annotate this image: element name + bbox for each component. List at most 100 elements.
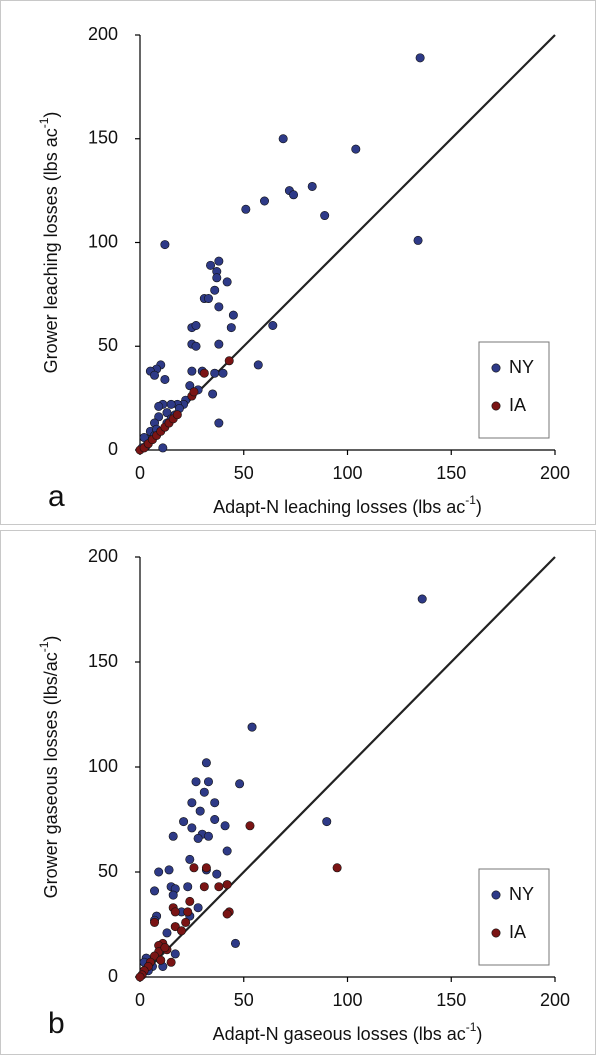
point: [201, 758, 211, 768]
point: [351, 144, 361, 154]
point: [181, 917, 191, 927]
x-axis-label-text: Adapt-N leaching losses (lbs ac: [213, 497, 465, 517]
point: [214, 302, 224, 312]
point: [307, 181, 317, 191]
point: [189, 863, 199, 873]
point: [189, 387, 199, 397]
y-tick-label: 150: [88, 128, 118, 148]
point: [203, 777, 213, 787]
y-axis-label-text: Grower leaching losses (lbs ac: [41, 128, 61, 373]
y-axis-label: Grower gaseous losses (lbs/ac-1): [37, 636, 61, 899]
point: [214, 882, 224, 892]
legend-label: NY: [509, 357, 534, 377]
point: [214, 256, 224, 266]
legend-label: NY: [509, 884, 534, 904]
point: [154, 401, 164, 411]
point: [162, 928, 172, 938]
one-to-one-line: [139, 34, 556, 451]
point: [179, 817, 189, 827]
point: [150, 370, 160, 380]
point: [199, 787, 209, 797]
legend-label: IA: [509, 395, 526, 415]
y-axis-label-text: Grower gaseous losses (lbs/ac: [41, 652, 61, 898]
x-axis-label-text: Adapt-N gaseous losses (lbs ac: [213, 1024, 466, 1044]
legend-marker: [491, 363, 501, 373]
point: [172, 410, 182, 420]
point: [259, 196, 269, 206]
point: [170, 949, 180, 959]
point: [210, 368, 220, 378]
point: [139, 433, 149, 443]
y-axis-label-end: ): [41, 112, 61, 118]
point: [235, 779, 245, 789]
point: [160, 943, 170, 953]
point: [158, 443, 168, 453]
point: [162, 408, 172, 418]
legend-box: [478, 868, 550, 966]
legend-marker: [491, 401, 501, 411]
point: [278, 134, 288, 144]
point: [210, 814, 220, 824]
legend-marker: [491, 928, 501, 938]
y-axis-label: Grower leaching losses (lbs ac-1): [37, 112, 61, 374]
x-tick-label: 150: [436, 990, 466, 1010]
point: [214, 339, 224, 349]
point: [150, 886, 160, 896]
point: [268, 320, 278, 330]
x-tick-label: 100: [332, 990, 362, 1010]
x-tick-label: 0: [135, 990, 145, 1010]
point: [135, 972, 145, 982]
x-axis-label-end: ): [476, 497, 482, 517]
point: [206, 260, 216, 270]
point: [247, 722, 257, 732]
point: [212, 869, 222, 879]
y-axis-label-sup: -1: [37, 641, 51, 652]
point: [170, 907, 180, 917]
legend-box: [478, 341, 550, 439]
y-tick-label: 50: [98, 335, 118, 355]
point: [224, 356, 234, 366]
x-tick-label: 0: [135, 463, 145, 483]
x-tick-label: 150: [436, 463, 466, 483]
y-axis-label-sup: -1: [37, 117, 51, 128]
y-tick-label: 150: [88, 651, 118, 671]
y-tick-label: 0: [108, 966, 118, 986]
point: [417, 594, 427, 604]
panel-frame: [0, 0, 596, 525]
point: [241, 204, 251, 214]
point: [332, 863, 342, 873]
x-tick-label: 200: [540, 463, 570, 483]
point: [191, 320, 201, 330]
point: [214, 418, 224, 428]
point: [160, 240, 170, 250]
point: [177, 926, 187, 936]
point: [220, 821, 230, 831]
point: [210, 285, 220, 295]
point: [185, 381, 195, 391]
point: [164, 865, 174, 875]
y-tick-label: 0: [108, 439, 118, 459]
x-tick-label: 50: [234, 990, 254, 1010]
point: [222, 277, 232, 287]
y-tick-label: 100: [88, 231, 118, 251]
point: [199, 882, 209, 892]
point: [322, 817, 332, 827]
point: [253, 360, 263, 370]
point: [289, 190, 299, 200]
point: [187, 798, 197, 808]
point: [187, 823, 197, 833]
y-tick-label: 200: [88, 546, 118, 566]
x-axis-label-sup: -1: [465, 493, 476, 507]
point: [154, 867, 164, 877]
point: [166, 957, 176, 967]
y-tick-label: 50: [98, 861, 118, 881]
point: [150, 951, 160, 961]
y-axis-label-end: ): [41, 636, 61, 642]
panel: 0 50 100 150 200 0 50 100 150 200 Adapt-N leaching…: [0, 0, 596, 525]
x-axis-label: Adapt-N leaching losses (lbs ac-1): [213, 493, 482, 517]
point: [222, 880, 232, 890]
x-tick-label: 50: [234, 463, 254, 483]
point: [168, 890, 178, 900]
point: [208, 389, 218, 399]
